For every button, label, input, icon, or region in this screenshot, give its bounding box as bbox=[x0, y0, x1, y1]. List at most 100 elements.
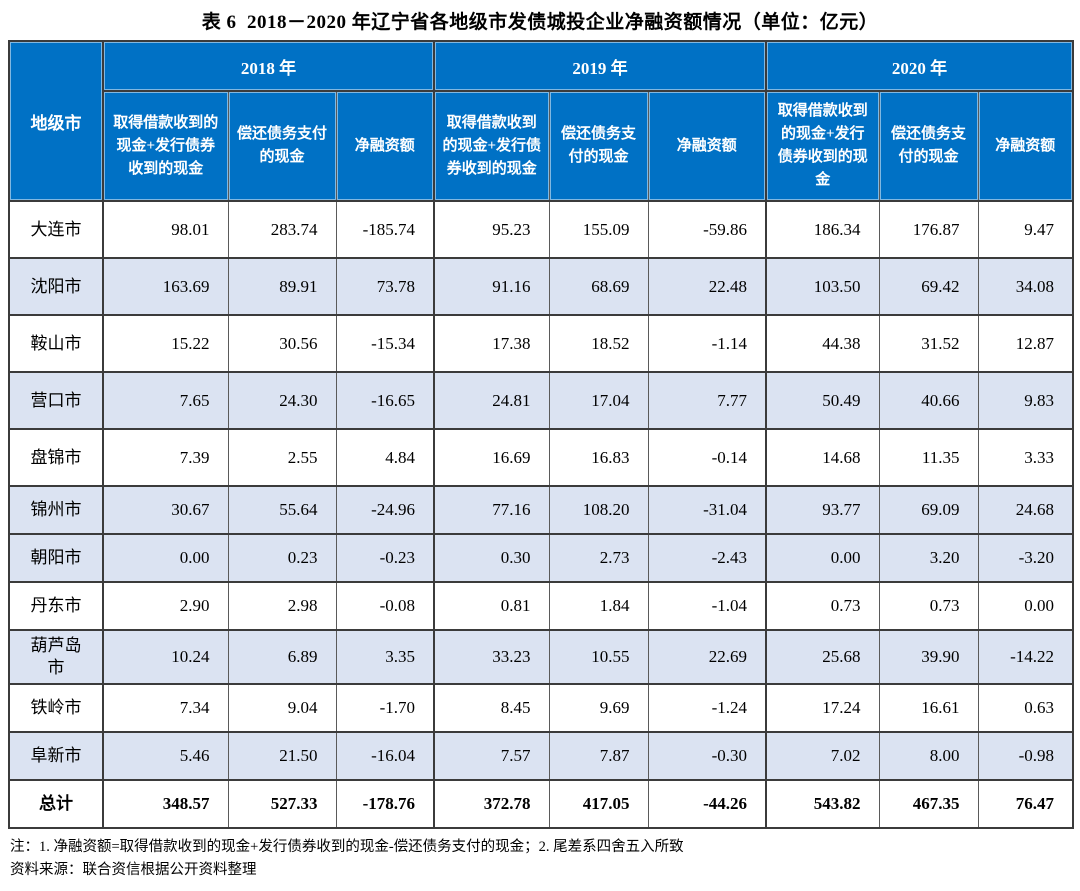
total-value-cell: 348.57 bbox=[102, 779, 229, 829]
value-cell: 0.30 bbox=[433, 533, 550, 583]
city-column-header: 地级市 bbox=[8, 40, 104, 202]
value-cell: 40.66 bbox=[878, 371, 979, 430]
value-cell: 73.78 bbox=[335, 257, 435, 316]
total-value-cell: 543.82 bbox=[765, 779, 880, 829]
value-cell: -1.24 bbox=[647, 683, 767, 733]
year-header-2019: 2019 年 bbox=[433, 40, 767, 92]
year-header-row: 地级市 2018 年 2019 年 2020 年 bbox=[8, 40, 1074, 202]
value-cell: 9.69 bbox=[548, 683, 649, 733]
value-cell: 68.69 bbox=[548, 257, 649, 316]
value-cell: 31.52 bbox=[878, 314, 979, 373]
city-name-cell: 丹东市 bbox=[8, 581, 104, 631]
value-cell: -1.04 bbox=[647, 581, 767, 631]
value-cell: 7.34 bbox=[102, 683, 229, 733]
value-cell: 21.50 bbox=[227, 731, 337, 781]
city-name-cell: 葫芦岛市 bbox=[8, 629, 104, 685]
source-line: 资料来源：联合资信根据公开资料整理 bbox=[10, 862, 257, 878]
year-header-2018: 2018 年 bbox=[101, 40, 435, 92]
value-cell: 283.74 bbox=[227, 200, 337, 259]
value-cell: 163.69 bbox=[102, 257, 229, 316]
value-cell: 98.01 bbox=[102, 200, 229, 259]
value-cell: -0.08 bbox=[335, 581, 435, 631]
value-cell: 4.84 bbox=[335, 428, 435, 487]
total-value-cell: 417.05 bbox=[548, 779, 649, 829]
value-cell: 22.69 bbox=[647, 629, 767, 685]
value-cell: 5.46 bbox=[102, 731, 229, 781]
row-dandong: 丹东市 2.90 2.98 -0.08 0.81 1.84 -1.04 0.73… bbox=[8, 581, 1074, 631]
value-cell: 176.87 bbox=[878, 200, 979, 259]
value-cell: 7.02 bbox=[765, 731, 880, 781]
value-cell: -3.20 bbox=[977, 533, 1074, 583]
row-chaoyang: 朝阳市 0.00 0.23 -0.23 0.30 2.73 -2.43 0.00… bbox=[8, 533, 1074, 583]
city-name-cell: 锦州市 bbox=[8, 485, 104, 535]
city-name-cell: 铁岭市 bbox=[8, 683, 104, 733]
value-cell: 17.24 bbox=[765, 683, 880, 733]
value-cell: 10.55 bbox=[548, 629, 649, 685]
value-cell: 22.48 bbox=[647, 257, 767, 316]
total-label-cell: 总计 bbox=[8, 779, 104, 829]
city-name-cell: 营口市 bbox=[8, 371, 104, 430]
value-cell: 11.35 bbox=[878, 428, 979, 487]
value-cell: -1.70 bbox=[335, 683, 435, 733]
table-footnotes: 注：1. 净融资额=取得借款收到的现金+发行债券收到的现金-偿还债务支付的现金；… bbox=[10, 836, 1080, 882]
row-tieling: 铁岭市 7.34 9.04 -1.70 8.45 9.69 -1.24 17.2… bbox=[8, 683, 1074, 733]
value-cell: 0.73 bbox=[765, 581, 880, 631]
value-cell: 69.42 bbox=[878, 257, 979, 316]
total-value-cell: -44.26 bbox=[647, 779, 767, 829]
year-header-2020: 2020 年 bbox=[765, 40, 1074, 92]
total-value-cell: -178.76 bbox=[335, 779, 435, 829]
value-cell: 10.24 bbox=[102, 629, 229, 685]
value-cell: 0.00 bbox=[102, 533, 229, 583]
subheader-net-2019: 净融资额 bbox=[647, 90, 767, 202]
value-cell: 7.77 bbox=[647, 371, 767, 430]
value-cell: 69.09 bbox=[878, 485, 979, 535]
value-cell: 44.38 bbox=[765, 314, 880, 373]
row-total: 总计 348.57 527.33 -178.76 372.78 417.05 -… bbox=[8, 779, 1074, 829]
value-cell: 7.87 bbox=[548, 731, 649, 781]
value-cell: 0.23 bbox=[227, 533, 337, 583]
row-yingkou: 营口市 7.65 24.30 -16.65 24.81 17.04 7.77 5… bbox=[8, 371, 1074, 430]
value-cell: -0.30 bbox=[647, 731, 767, 781]
total-value-cell: 467.35 bbox=[878, 779, 979, 829]
row-shenyang: 沈阳市 163.69 89.91 73.78 91.16 68.69 22.48… bbox=[8, 257, 1074, 316]
row-panjin: 盘锦市 7.39 2.55 4.84 16.69 16.83 -0.14 14.… bbox=[8, 428, 1074, 487]
value-cell: 186.34 bbox=[765, 200, 880, 259]
subheader-repayment-2020: 偿还债务支付的现金 bbox=[878, 90, 979, 202]
value-cell: 16.83 bbox=[548, 428, 649, 487]
value-cell: 9.47 bbox=[977, 200, 1074, 259]
city-name-cell: 阜新市 bbox=[8, 731, 104, 781]
value-cell: 34.08 bbox=[977, 257, 1074, 316]
value-cell: 3.20 bbox=[878, 533, 979, 583]
value-cell: 108.20 bbox=[548, 485, 649, 535]
value-cell: 1.84 bbox=[548, 581, 649, 631]
value-cell: 103.50 bbox=[765, 257, 880, 316]
city-name-cell: 大连市 bbox=[8, 200, 104, 259]
metric-header-row: 取得借款收到的现金+发行债券收到的现金 偿还债务支付的现金 净融资额 取得借款收… bbox=[9, 90, 1074, 202]
value-cell: 155.09 bbox=[548, 200, 649, 259]
value-cell: 95.23 bbox=[433, 200, 550, 259]
value-cell: 17.38 bbox=[433, 314, 550, 373]
value-cell: -185.74 bbox=[335, 200, 435, 259]
value-cell: 93.77 bbox=[765, 485, 880, 535]
subheader-net-2018: 净融资额 bbox=[335, 90, 435, 202]
value-cell: 39.90 bbox=[878, 629, 979, 685]
value-cell: -2.43 bbox=[647, 533, 767, 583]
financing-table: 地级市 2018 年 2019 年 2020 年 取得借款收到的现金+发行债券收… bbox=[8, 40, 1075, 829]
city-name-cell: 盘锦市 bbox=[8, 428, 104, 487]
value-cell: 9.83 bbox=[977, 371, 1074, 430]
value-cell: -24.96 bbox=[335, 485, 435, 535]
total-value-cell: 372.78 bbox=[433, 779, 550, 829]
value-cell: 15.22 bbox=[102, 314, 229, 373]
value-cell: 24.30 bbox=[227, 371, 337, 430]
subheader-borrowing-2020: 取得借款收到的现金+发行债券收到的现金 bbox=[765, 90, 880, 202]
value-cell: 6.89 bbox=[227, 629, 337, 685]
value-cell: 7.57 bbox=[433, 731, 550, 781]
value-cell: -0.14 bbox=[647, 428, 767, 487]
value-cell: 3.33 bbox=[977, 428, 1074, 487]
value-cell: -0.23 bbox=[335, 533, 435, 583]
value-cell: 7.39 bbox=[102, 428, 229, 487]
value-cell: 77.16 bbox=[433, 485, 550, 535]
row-huludao: 葫芦岛市 10.24 6.89 3.35 33.23 10.55 22.69 2… bbox=[8, 629, 1074, 685]
value-cell: -31.04 bbox=[647, 485, 767, 535]
